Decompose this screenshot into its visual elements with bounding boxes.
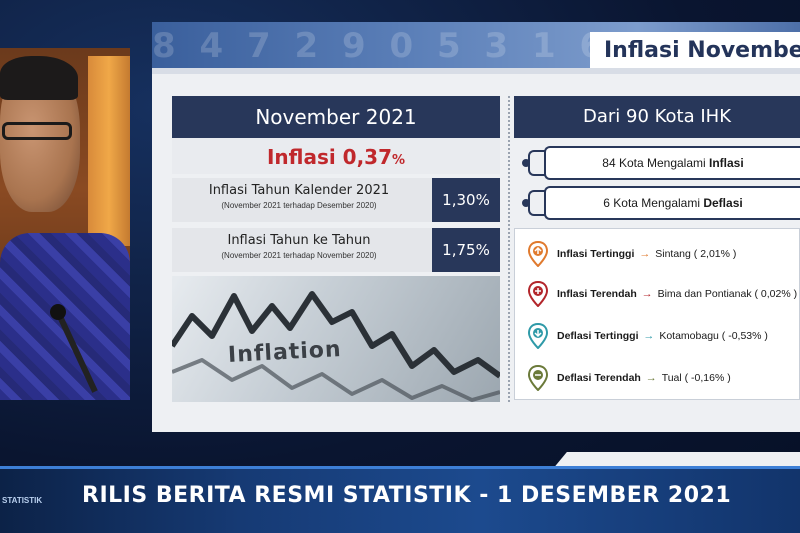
- banner-top-line: [0, 466, 800, 469]
- presenter-shirt: [0, 233, 130, 400]
- detail-city: Sintang ( 2,01% ): [655, 248, 737, 260]
- kota-status: Inflasi: [709, 156, 744, 170]
- location-pin-plus-icon: [527, 281, 549, 307]
- detail-city: Tual ( -0,16% ): [661, 372, 731, 384]
- detail-label: Inflasi Terendah: [557, 288, 637, 300]
- detail-inflasi-terendah: Inflasi Terendah → Bima dan Pontianak ( …: [527, 279, 800, 309]
- arrow-right-icon: →: [641, 288, 653, 300]
- stat-row-calendar-year: Inflasi Tahun Kalender 2021 (November 20…: [172, 178, 500, 222]
- detail-label: Deflasi Tertinggi: [557, 330, 639, 342]
- kota-count-text: 6 Kota Mengalami: [603, 196, 704, 210]
- detail-label: Deflasi Terendah: [557, 372, 641, 384]
- stat-title: Inflasi Tahun ke Tahun: [227, 233, 371, 248]
- inflation-chart-graphic: [172, 291, 500, 402]
- kota-deflasi-row: 6 Kota Mengalami Deflasi: [522, 186, 800, 220]
- monthly-inflation-unit: %: [392, 153, 406, 168]
- bracket-connector: [528, 150, 546, 176]
- kota-status: Deflasi: [703, 196, 743, 210]
- extreme-cities-box: Inflasi Tertinggi → Sintang ( 2,01% ) In…: [514, 228, 800, 400]
- cities-header: Dari 90 Kota IHK: [514, 96, 800, 138]
- stat-row-year-on-year: Inflasi Tahun ke Tahun (November 2021 te…: [172, 228, 500, 272]
- detail-city: Kotamobagu ( -0,53% ): [659, 330, 768, 342]
- header-band: [152, 68, 800, 74]
- microphone-icon: [50, 304, 66, 320]
- inflation-stock-photo: Inflation: [172, 276, 500, 402]
- stat-subtitle: (November 2021 terhadap Desember 2020): [221, 201, 377, 210]
- slide-title-box: Inflasi November 2: [590, 32, 800, 68]
- month-header: November 2021: [172, 96, 500, 138]
- stat-title: Inflasi Tahun Kalender 2021: [208, 183, 390, 198]
- background-wall: [88, 56, 130, 246]
- banner-accent: [552, 452, 800, 470]
- detail-deflasi-tertinggi: Deflasi Tertinggi → Kotamobagu ( -0,53% …: [527, 321, 800, 351]
- arrow-right-icon: →: [639, 248, 651, 260]
- stat-subtitle: (November 2021 terhadap November 2020): [221, 251, 377, 260]
- stat-value: 1,30%: [432, 178, 500, 222]
- monthly-inflation-value: Inflasi 0,37: [266, 145, 393, 169]
- panel-divider: [508, 96, 510, 402]
- location-pin-minus-icon: [527, 365, 549, 391]
- detail-deflasi-terendah: Deflasi Terendah → Tual ( -0,16% ): [527, 363, 800, 393]
- presenter-video: [0, 48, 130, 400]
- location-pin-up-icon: [527, 241, 549, 267]
- detail-city: Bima dan Pontianak ( 0,02% ): [657, 288, 798, 300]
- kota-inflasi-row: 84 Kota Mengalami Inflasi: [522, 146, 800, 180]
- bullet-dot: [522, 199, 530, 207]
- bullet-dot: [522, 159, 530, 167]
- kota-count-text: 84 Kota Mengalami: [602, 156, 710, 170]
- bracket-connector: [528, 190, 546, 216]
- stat-value: 1,75%: [432, 228, 500, 272]
- slide-title: Inflasi November 2: [604, 38, 800, 63]
- slide-header: 8 4 7 2 9 0 5 3 1 6 8 9 3 Inflasi Novemb…: [152, 22, 800, 74]
- monthly-inflation: Inflasi 0,37%: [172, 138, 500, 174]
- detail-label: Inflasi Tertinggi: [557, 248, 635, 260]
- location-pin-down-icon: [527, 323, 549, 349]
- arrow-right-icon: →: [643, 330, 655, 342]
- presenter-hair: [0, 56, 78, 100]
- arrow-right-icon: →: [645, 372, 657, 384]
- presenter-glasses: [2, 122, 72, 140]
- broadcast-banner: STATISTIK RILIS BERITA RESMI STATISTIK -…: [0, 466, 800, 533]
- detail-inflasi-tertinggi: Inflasi Tertinggi → Sintang ( 2,01% ): [527, 239, 800, 269]
- presentation-slide: 8 4 7 2 9 0 5 3 1 6 8 9 3 Inflasi Novemb…: [152, 22, 800, 432]
- banner-title: RILIS BERITA RESMI STATISTIK - 1 DESEMBE…: [82, 483, 732, 508]
- banner-brand: STATISTIK: [2, 496, 43, 505]
